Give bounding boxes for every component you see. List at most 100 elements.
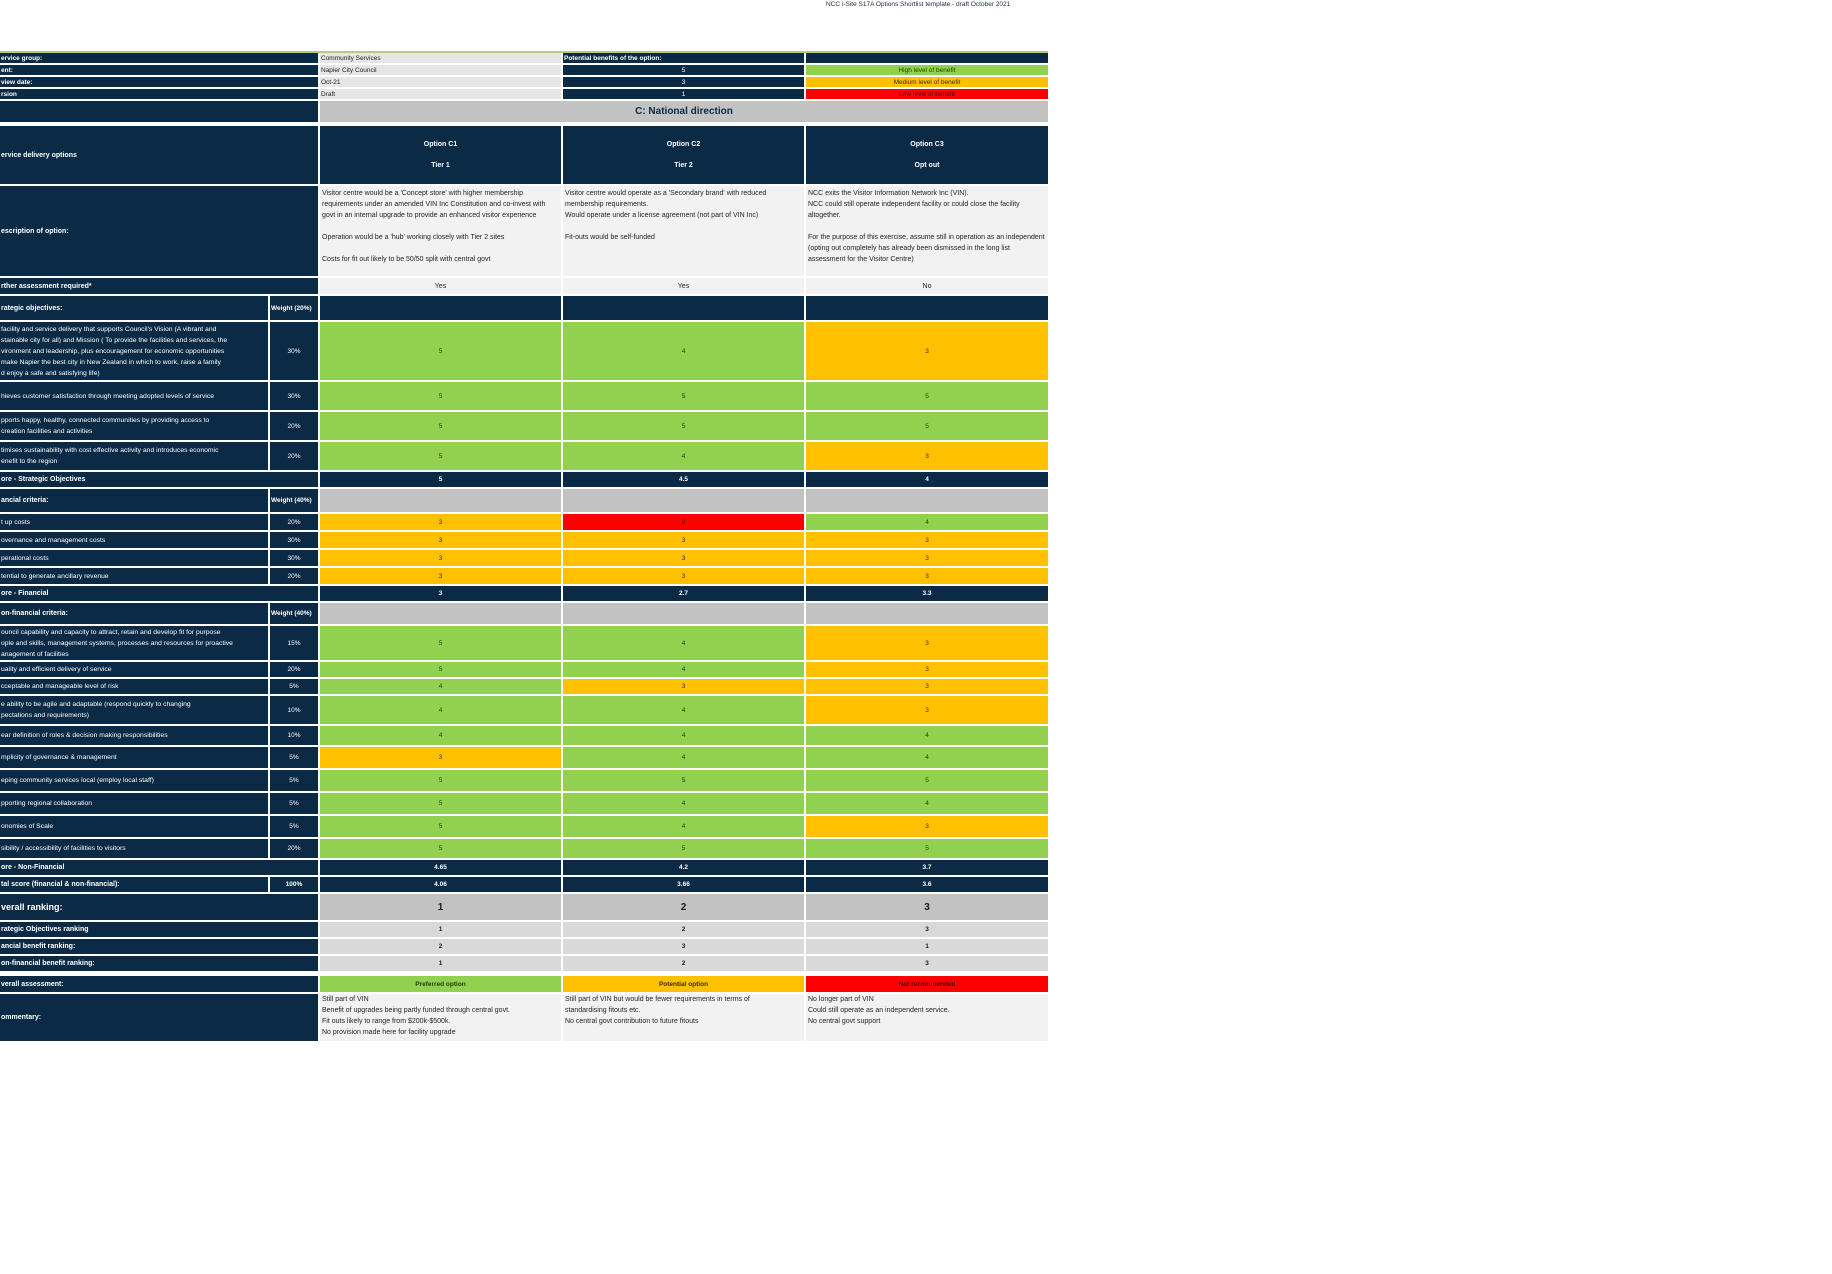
option-c2-tier: Tier 2 [674, 162, 693, 169]
total-score-option-1: 4.06 [320, 877, 561, 892]
financial-score-option-3: 3 [806, 568, 1048, 584]
strategic-score-option-1: 5 [320, 442, 561, 470]
nonfinancial-score-option-3: 3 [806, 816, 1048, 837]
overall-ranking-option-1: 1 [320, 894, 561, 920]
strategic-header-blank-3 [806, 296, 1048, 320]
strategic-score-label: ore - Strategic Objectives [0, 472, 318, 487]
legend-label-high: High level of benefit [806, 65, 1048, 75]
review-date-label: view date: [0, 77, 318, 87]
version-label: rsion [0, 89, 318, 99]
meta-row-review-date: view date: Oct-21 3 Medium level of bene… [0, 77, 1048, 87]
legend-label-medium: Medium level of benefit [806, 77, 1048, 87]
financial-score-option-2: 3 [563, 568, 804, 584]
financial-header-blank-1 [320, 489, 561, 512]
ranking-label: rategic Objectives ranking [0, 922, 318, 937]
nonfinancial-criterion-row: e ability to be agile and adaptable (res… [0, 696, 1048, 724]
overall-assessment-option-3: Not recommended [806, 976, 1048, 992]
nonfinancial-score-option-1: 4 [320, 726, 561, 745]
financial-criterion-weight: 30% [270, 550, 318, 566]
description-row: escription of option: Visitor centre wou… [0, 186, 1048, 276]
benefits-legend-title: Potential benefits of the option: [563, 53, 804, 63]
financial-criterion-weight: 30% [270, 532, 318, 548]
ranking-option-1: 2 [320, 939, 561, 954]
nonfinancial-criterion-label: ouncil capability and capacity to attrac… [0, 626, 268, 660]
service-group-value: Community Services [320, 53, 561, 63]
strategic-criterion-label: pports happy, healthy, connected communi… [0, 412, 268, 440]
nonfinancial-criterion-weight: 5% [270, 793, 318, 814]
nonfinancial-score-option-3: 4 [806, 747, 1048, 768]
strategic-score-option-2: 5 [563, 382, 804, 410]
nonfinancial-criterion-row: mplicity of governance & management 5% 3 4 4 [0, 747, 1048, 768]
financial-criterion-row: tential to generate ancillary revenue 20%… [0, 568, 1048, 584]
financial-total-option-1: 3 [320, 586, 561, 601]
nonfinancial-score-option-1: 5 [320, 770, 561, 791]
nonfinancial-score-option-1: 5 [320, 626, 561, 660]
total-score-option-3: 3.6 [806, 877, 1048, 892]
nonfinancial-criterion-row: eping community services local (employ l… [0, 770, 1048, 791]
nonfinancial-score-option-3: 5 [806, 839, 1048, 858]
nonfinancial-score-option-2: 4 [563, 626, 804, 660]
nonfinancial-criterion-weight: 5% [270, 816, 318, 837]
nonfinancial-score-option-3: 3 [806, 696, 1048, 724]
option-c1-tier: Tier 1 [431, 162, 450, 169]
nonfinancial-score-option-3: 4 [806, 793, 1048, 814]
review-date-value: Oct-21 [320, 77, 561, 87]
financial-criterion-label: overnance and management costs [0, 532, 268, 548]
strategic-criterion-row: facility and service delivery that suppo… [0, 322, 1048, 380]
financial-score-option-3: 4 [806, 514, 1048, 530]
nonfinancial-criterion-label: uality and efficient delivery of service [0, 662, 268, 677]
nonfinancial-criterion-row: onomies of Scale 5% 5 4 3 [0, 816, 1048, 837]
description-label: escription of option: [0, 186, 318, 276]
overall-assessment-option-1: Preferred option [320, 976, 561, 992]
service-group-label: ervice group: [0, 53, 318, 63]
financial-score-option-2: 3 [563, 550, 804, 566]
nonfinancial-criterion-weight: 20% [270, 662, 318, 677]
option-c3-header: Option C3 Opt out [806, 126, 1048, 184]
nonfinancial-header-blank-3 [806, 603, 1048, 624]
financial-score-label: ore - Financial [0, 586, 318, 601]
nonfinancial-score-option-1: 4 [320, 679, 561, 694]
nonfinancial-criterion-weight: 10% [270, 726, 318, 745]
nonfinancial-score-row: ore - Non-Financial 4.65 4.2 3.7 [0, 860, 1048, 875]
nonfinancial-score-label: ore - Non-Financial [0, 860, 318, 875]
ranking-option-3: 3 [806, 922, 1048, 937]
strategic-score-option-1: 5 [320, 412, 561, 440]
financial-criterion-weight: 20% [270, 514, 318, 530]
strategic-header-label: rategic objectives: [0, 296, 268, 320]
strategic-total-option-2: 4.5 [563, 472, 804, 487]
nonfinancial-score-option-2: 4 [563, 726, 804, 745]
section-title-blank [0, 101, 318, 122]
ranking-row: ancial benefit ranking: 2 3 1 [0, 939, 1048, 954]
strategic-score-option-3: 5 [806, 412, 1048, 440]
further-assessment-label: rther assessment required* [0, 278, 318, 294]
strategic-total-option-3: 4 [806, 472, 1048, 487]
benefits-legend-header-blank [806, 53, 1048, 63]
option-c1-header: Option C1 Tier 1 [320, 126, 561, 184]
nonfinancial-criterion-label: eping community services local (employ l… [0, 770, 268, 791]
commentary-option-2: Still part of VIN but would be fewer req… [563, 994, 804, 1041]
nonfinancial-criterion-row: cceptable and manageable level of risk 5%… [0, 679, 1048, 694]
financial-header-blank-3 [806, 489, 1048, 512]
financial-total-option-2: 2.7 [563, 586, 804, 601]
strategic-header-row: rategic objectives: Weight (20%) [0, 296, 1048, 320]
financial-criterion-label: perational costs [0, 550, 268, 566]
financial-score-option-2: 2 [563, 514, 804, 530]
nonfinancial-score-option-2: 3 [563, 679, 804, 694]
nonfinancial-score-option-2: 5 [563, 839, 804, 858]
nonfinancial-total-option-1: 4.65 [320, 860, 561, 875]
top-border-line [0, 51, 1048, 53]
nonfinancial-header-row: on-financial criteria: Weight (40%) [0, 603, 1048, 624]
financial-score-row: ore - Financial 3 2.7 3.3 [0, 586, 1048, 601]
description-option-c1: Visitor centre would be a 'Concept store… [320, 186, 561, 276]
strategic-score-row: ore - Strategic Objectives 5 4.5 4 [0, 472, 1048, 487]
meta-row-client: ent: Napier City Council 5 High level of… [0, 65, 1048, 75]
commentary-label: ommentary: [0, 994, 318, 1041]
nonfinancial-score-option-1: 4 [320, 696, 561, 724]
strategic-header-blank-2 [563, 296, 804, 320]
document-header-note: NCC i-Site S17A Options Shortlist templa… [826, 1, 1011, 8]
option-c2-header: Option C2 Tier 2 [563, 126, 804, 184]
nonfinancial-score-option-3: 4 [806, 726, 1048, 745]
service-delivery-options-row: ervice delivery options Option C1 Tier 1 … [0, 126, 1048, 184]
nonfinancial-score-option-1: 5 [320, 839, 561, 858]
nonfinancial-criterion-weight: 15% [270, 626, 318, 660]
